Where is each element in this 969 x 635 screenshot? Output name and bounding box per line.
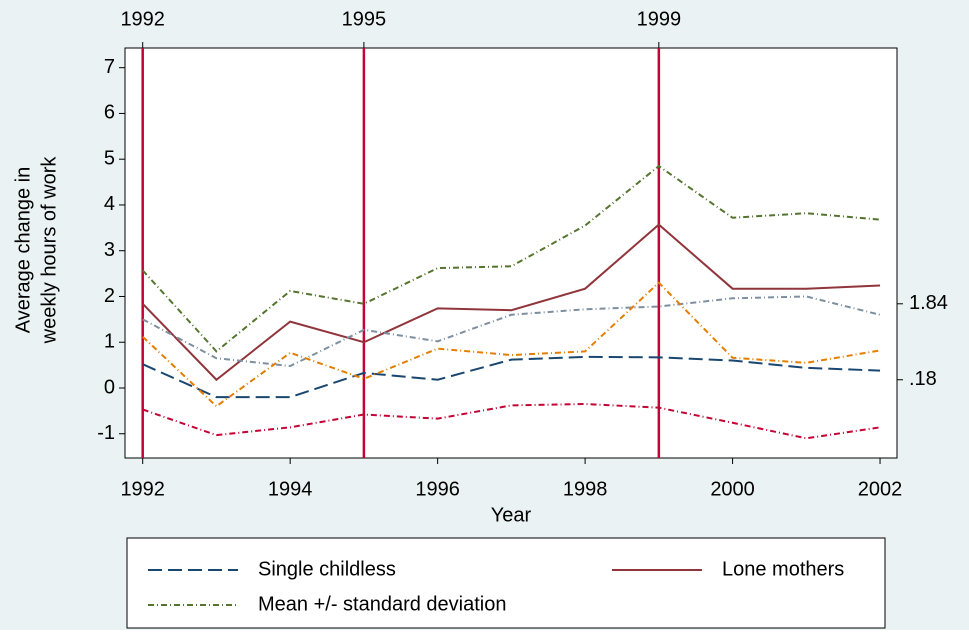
series-line: [142, 281, 881, 408]
legend-label: Single childless: [258, 558, 396, 580]
x-tick-label: 1996: [415, 478, 460, 500]
series-line: [141, 164, 881, 353]
series-line: [141, 223, 881, 382]
legend-label: Lone mothers: [722, 558, 844, 580]
y-tick-label: 2: [104, 285, 115, 307]
y-tick-label: 1: [104, 331, 115, 353]
y-tick-label: 3: [104, 239, 115, 261]
y-tick-label: 4: [104, 193, 115, 215]
y-tick-label: -1: [97, 422, 115, 444]
legend-box: [126, 537, 886, 629]
y2-tick-label: 1.84: [909, 292, 948, 314]
y-axis-title: Average change in: [12, 167, 34, 333]
series-line: [142, 355, 881, 399]
y2-tick-label: .18: [909, 368, 937, 390]
x-tick-label: 2000: [710, 478, 755, 500]
top-tick-label: 1995: [342, 8, 387, 30]
series-line: [142, 295, 881, 368]
x-tick-label: 1994: [268, 478, 313, 500]
x-tick-label: 1998: [563, 478, 608, 500]
y-tick-label: 7: [104, 56, 115, 78]
plot-area: [124, 47, 898, 459]
x-tick-label: 1992: [120, 478, 165, 500]
x-tick-label: 2002: [858, 478, 903, 500]
top-tick-label: 1999: [637, 8, 682, 30]
legend-label: Mean +/- standard deviation: [258, 593, 507, 615]
x-axis-title: Year: [491, 504, 532, 526]
y-tick-label: 0: [104, 376, 115, 398]
y-tick-label: 6: [104, 102, 115, 124]
y-axis-title: weekly hours of work: [38, 156, 60, 345]
y-tick-label: 5: [104, 147, 115, 169]
top-tick-label: 1992: [120, 8, 165, 30]
